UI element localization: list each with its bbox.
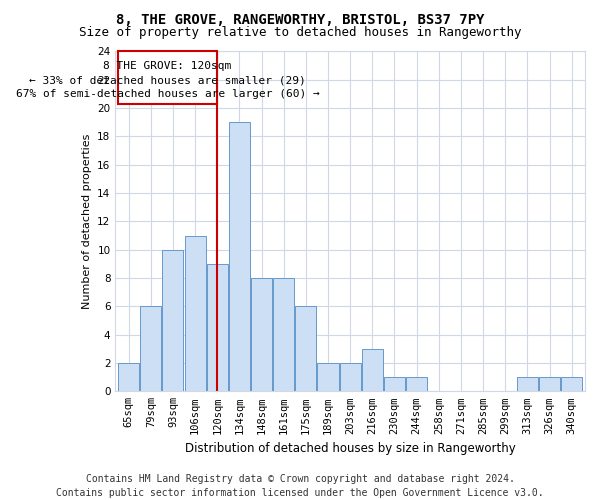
Bar xyxy=(561,377,582,392)
Bar xyxy=(185,236,206,392)
Bar xyxy=(362,349,383,392)
Bar xyxy=(163,250,184,392)
Bar xyxy=(251,278,272,392)
Y-axis label: Number of detached properties: Number of detached properties xyxy=(82,134,92,309)
Text: 67% of semi-detached houses are larger (60) →: 67% of semi-detached houses are larger (… xyxy=(16,90,319,100)
Bar xyxy=(295,306,316,392)
Bar xyxy=(118,363,139,392)
Bar xyxy=(517,377,538,392)
Text: 8, THE GROVE, RANGEWORTHY, BRISTOL, BS37 7PY: 8, THE GROVE, RANGEWORTHY, BRISTOL, BS37… xyxy=(116,12,484,26)
Text: Contains HM Land Registry data © Crown copyright and database right 2024.
Contai: Contains HM Land Registry data © Crown c… xyxy=(56,474,544,498)
X-axis label: Distribution of detached houses by size in Rangeworthy: Distribution of detached houses by size … xyxy=(185,442,515,455)
Bar xyxy=(273,278,294,392)
Bar xyxy=(317,363,338,392)
Bar xyxy=(406,377,427,392)
Text: 8 THE GROVE: 120sqm: 8 THE GROVE: 120sqm xyxy=(103,61,232,71)
Text: Size of property relative to detached houses in Rangeworthy: Size of property relative to detached ho… xyxy=(79,26,521,39)
Bar xyxy=(118,52,217,104)
Text: ← 33% of detached houses are smaller (29): ← 33% of detached houses are smaller (29… xyxy=(29,76,306,86)
Bar xyxy=(207,264,228,392)
Bar xyxy=(340,363,361,392)
Bar xyxy=(140,306,161,392)
Bar xyxy=(539,377,560,392)
Bar xyxy=(229,122,250,392)
Bar xyxy=(384,377,405,392)
